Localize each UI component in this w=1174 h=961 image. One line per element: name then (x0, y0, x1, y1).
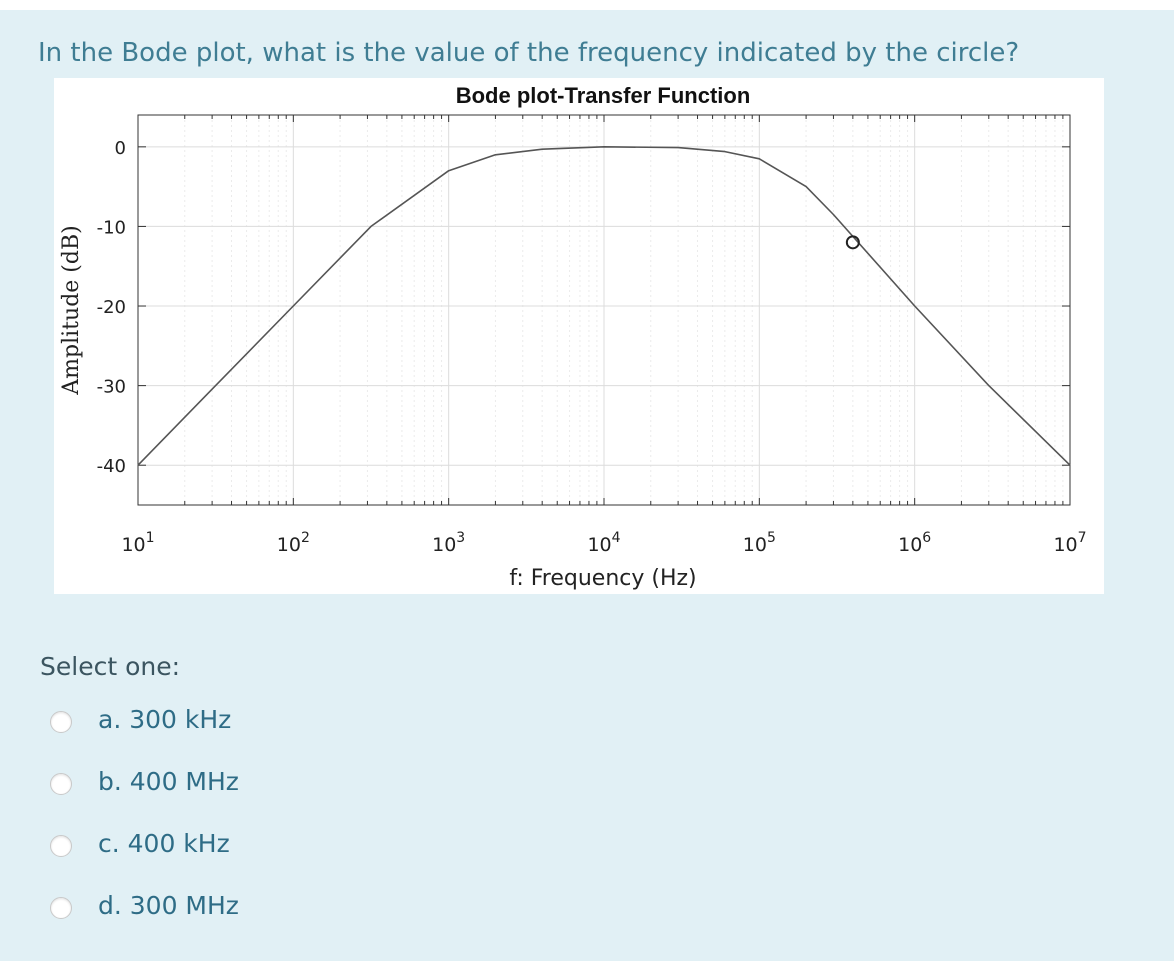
bode-plot-figure: Bode plot-Transfer Function 0 -10 -20 -30 -4… (54, 78, 1104, 594)
chart-title: Bode plot-Transfer Function (456, 83, 751, 108)
grid-lines (137, 115, 1071, 505)
y-tick-label: 0 (115, 138, 126, 159)
y-tick-label: -10 (97, 217, 126, 238)
option-c-radio[interactable] (50, 835, 72, 857)
option-c[interactable]: c. 400 kHz (50, 825, 350, 865)
option-d-radio[interactable] (50, 897, 72, 919)
bode-magnitude-curve (137, 146, 1071, 466)
option-a-radio[interactable] (50, 711, 72, 733)
x-tick-label: 102 (277, 530, 310, 556)
y-axis-label: Amplitude (dB) (59, 225, 84, 395)
x-axis-label: f: Frequency (Hz) (509, 566, 696, 591)
x-tick-label: 104 (587, 530, 620, 556)
question-text: In the Bode plot, what is the value of t… (38, 38, 1020, 68)
curve-layer (137, 146, 1071, 466)
select-one-label: Select one: (40, 652, 181, 681)
y-tick-label: -40 (97, 456, 126, 477)
x-tick-label: 105 (743, 530, 776, 556)
marker-circle (845, 235, 860, 250)
option-a-label: a. 300 kHz (98, 705, 232, 734)
option-c-label: c. 400 kHz (98, 829, 230, 858)
option-d-label: d. 300 MHz (98, 891, 239, 920)
option-b-label: b. 400 MHz (98, 767, 239, 796)
axis-ticks (137, 115, 1071, 505)
x-tick-label: 101 (121, 530, 154, 556)
option-d[interactable]: d. 300 MHz (50, 887, 350, 927)
y-tick-label: -30 (97, 377, 126, 398)
x-tick-label: 107 (1053, 530, 1086, 556)
option-a[interactable]: a. 300 kHz (50, 701, 350, 741)
tick-labels: 0 -10 -20 -30 -40 101 102 103 104 105 106 107 (97, 138, 1087, 556)
option-b-radio[interactable] (50, 773, 72, 795)
y-tick-label: -20 (97, 297, 126, 318)
x-tick-label: 103 (432, 530, 465, 556)
x-tick-label: 106 (898, 530, 931, 556)
option-b[interactable]: b. 400 MHz (50, 763, 350, 803)
bode-plot-chart: Bode plot-Transfer Function 0 -10 -20 -30 -4… (59, 83, 1087, 591)
